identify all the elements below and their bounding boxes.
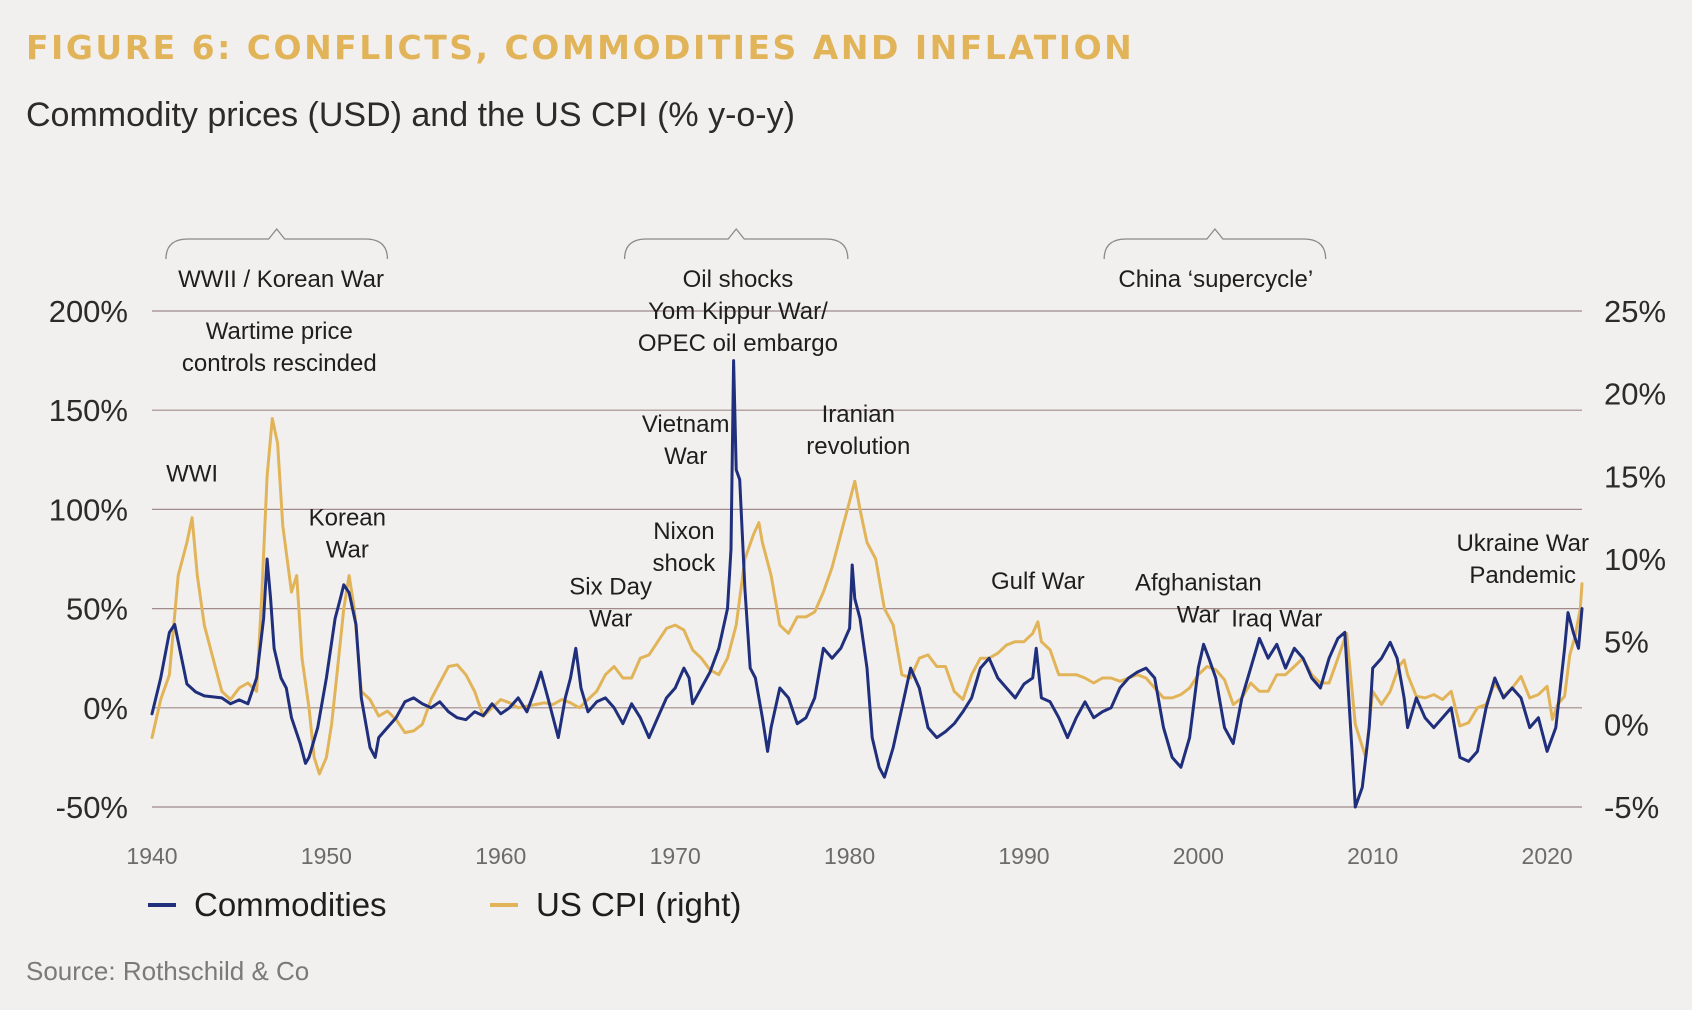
period-bracket xyxy=(165,227,389,260)
annotation-label: Vietnam xyxy=(642,411,730,438)
right-tick-label: 5% xyxy=(1604,625,1649,660)
right-tick-label: 0% xyxy=(1604,707,1649,742)
x-axis-ticks: 1940 1950 1960 1970 1980 1990 2000 2010 2020 xyxy=(126,843,1572,869)
annotation-label: Afghanistan xyxy=(1135,570,1262,597)
legend-label-commodities: Commodities xyxy=(194,886,387,923)
annotation-label: Wartime price xyxy=(206,318,353,345)
annotation-label: Iranian xyxy=(822,401,895,428)
series-lines xyxy=(150,359,1584,809)
x-tick-label: 2010 xyxy=(1347,843,1398,869)
left-tick-label: -50% xyxy=(56,790,128,825)
x-tick-label: 2000 xyxy=(1173,843,1224,869)
right-tick-label: 15% xyxy=(1604,459,1666,494)
annotation-label: Nixon xyxy=(653,518,714,545)
annotation-label: Pandemic xyxy=(1469,562,1576,589)
x-tick-label: 1940 xyxy=(126,843,177,869)
annotation-label: China ‘supercycle’ xyxy=(1118,266,1313,293)
annotation-label: Iraq War xyxy=(1231,605,1322,632)
period-bracket xyxy=(623,227,849,260)
annotation-label: War xyxy=(664,443,707,470)
annotation-label: War xyxy=(589,606,632,633)
annotation-label: OPEC oil embargo xyxy=(638,330,838,357)
annotations: WWII / Korean War Oil shocks China ‘superc… xyxy=(166,266,1589,633)
right-axis-ticks: 25% 20% 15% 10% 5% 0% -5% xyxy=(1604,294,1666,825)
legend-label-cpi: US CPI (right) xyxy=(536,886,741,923)
x-tick-label: 1970 xyxy=(650,843,701,869)
left-tick-label: 100% xyxy=(49,492,128,527)
left-axis-ticks: 200% 150% 100% 50% 0% -50% xyxy=(49,294,128,825)
left-tick-label: 150% xyxy=(49,393,128,428)
x-tick-label: 1960 xyxy=(475,843,526,869)
period-brackets xyxy=(165,227,1327,260)
annotation-label: WWI xyxy=(166,461,218,488)
annotation-label: Six Day xyxy=(569,574,652,601)
left-tick-label: 50% xyxy=(66,592,128,627)
right-tick-label: 10% xyxy=(1604,542,1666,577)
annotation-label: Ukraine War xyxy=(1456,530,1588,557)
series-line-commodities xyxy=(150,359,1584,809)
left-tick-label: 200% xyxy=(49,294,128,329)
annotation-label: Gulf War xyxy=(991,568,1085,595)
annotation-label: Korean xyxy=(309,504,386,531)
right-tick-label: 25% xyxy=(1604,294,1666,329)
annotation-label: Yom Kippur War/ xyxy=(648,298,828,325)
x-tick-label: 1990 xyxy=(998,843,1049,869)
source-note: Source: Rothschild & Co xyxy=(26,956,310,986)
period-bracket xyxy=(1103,227,1327,260)
annotation-label: War xyxy=(1177,602,1220,629)
x-tick-label: 2020 xyxy=(1522,843,1573,869)
annotation-label: shock xyxy=(653,550,717,577)
figure-subtitle: Commodity prices (USD) and the US CPI (%… xyxy=(26,96,795,134)
series-line-cpi xyxy=(150,417,1584,776)
x-tick-label: 1980 xyxy=(824,843,875,869)
annotation-label: WWII / Korean War xyxy=(178,266,384,293)
right-tick-label: -5% xyxy=(1604,790,1659,825)
figure-title: FIGURE 6: CONFLICTS, COMMODITIES AND INF… xyxy=(26,28,1135,67)
left-tick-label: 0% xyxy=(83,691,128,726)
gridlines xyxy=(152,310,1582,808)
annotation-label: revolution xyxy=(806,433,910,460)
annotation-label: War xyxy=(326,536,369,563)
annotation-label: Oil shocks xyxy=(683,266,794,293)
legend: Commodities US CPI (right) xyxy=(148,886,741,923)
right-tick-label: 20% xyxy=(1604,377,1666,412)
annotation-label: controls rescinded xyxy=(182,350,377,377)
x-tick-label: 1950 xyxy=(301,843,352,869)
